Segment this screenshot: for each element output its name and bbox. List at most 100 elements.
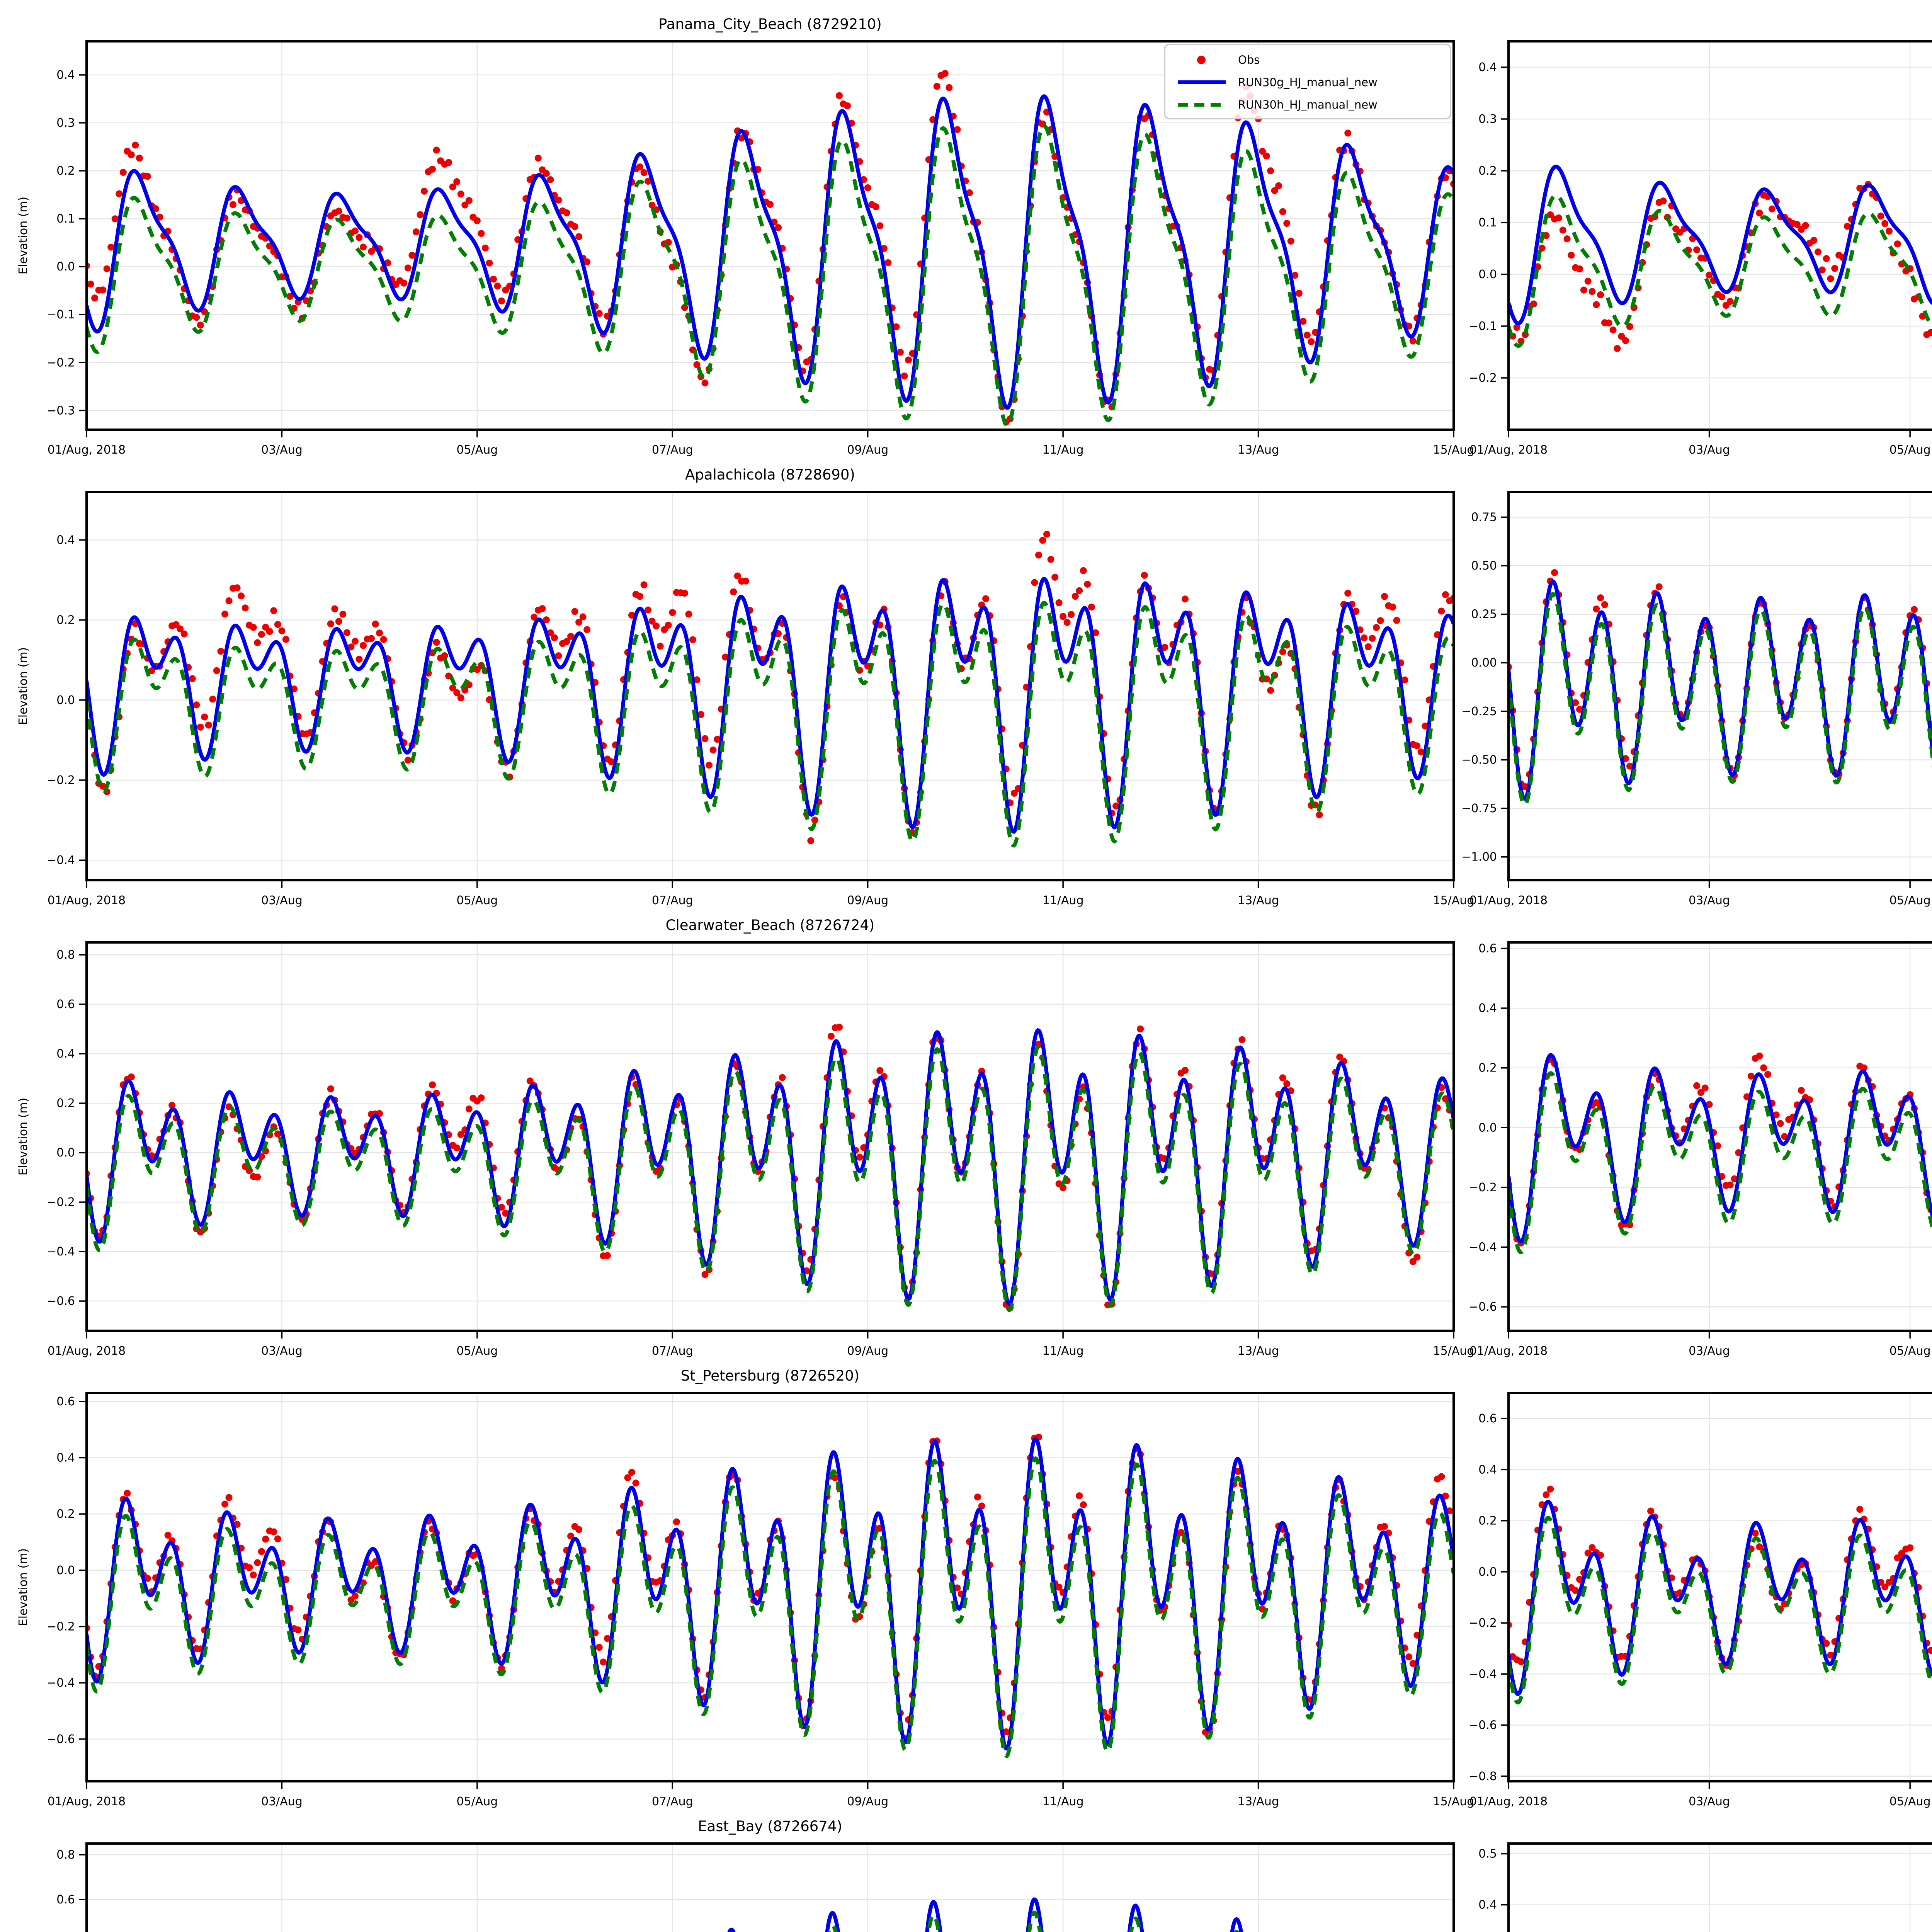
y-tick-label: −0.2 [1469,1181,1497,1194]
gridlines [86,41,1454,430]
x-tick-label: 03/Aug [1689,443,1730,457]
x-tick-label: 05/Aug [1889,894,1931,907]
y-tick-label: 0.50 [1471,559,1497,573]
y-tick-label: 0.4 [56,68,75,82]
y-axis-label: Elevation (m) [17,1548,30,1626]
y-tick-label: 0.2 [56,614,75,627]
y-tick-label: 0.4 [1478,1463,1497,1476]
legend-label: RUN30h_HJ_manual_new [1238,98,1378,111]
series-group [87,70,1454,427]
chart-title: St_Petersburg (8726520) [681,1367,859,1384]
x-tick-label: 11/Aug [1043,1344,1084,1358]
legend-label: RUN30g_HJ_manual_new [1238,76,1378,89]
y-tick-label: −0.4 [1469,1667,1497,1681]
run30g-line [1509,579,1932,801]
run30h-line [1509,1516,1932,1705]
x-tick-label: 01/Aug, 2018 [48,894,126,907]
y-axis-label: Elevation (m) [17,1098,30,1176]
y-tick-label: −0.2 [1469,371,1497,385]
run30h-line [87,600,1454,848]
y-tick-label: −0.50 [1461,753,1497,767]
x-tick-label: 01/Aug, 2018 [1469,894,1548,907]
series-group [87,1024,1454,1312]
y-tick-label: −0.2 [47,1196,75,1209]
y-tick-label: 0.75 [1471,510,1497,524]
x-tick-label: 15/Aug [1433,1344,1475,1358]
axes-spines [85,1392,1455,1782]
x-tick-label: 15/Aug [1433,1795,1475,1808]
x-tick-label: 07/Aug [652,1344,693,1358]
gridlines [1508,41,1932,430]
y-tick-label: 0.0 [1478,268,1497,281]
y-tick-label: 0.1 [1478,216,1497,230]
x-tick-label: 03/Aug [261,443,303,457]
y-tick-label: 0.3 [56,116,75,130]
y-tick-label: −0.6 [47,1733,75,1746]
y-tick-label: 0.2 [1478,1061,1497,1075]
y-tick-label: −0.2 [47,356,75,369]
axes-spines [1507,1392,1932,1782]
y-tick-label: −0.75 [1461,802,1497,815]
y-tick-label: −0.4 [47,854,75,867]
run30h-line [1509,1071,1932,1254]
axes-spines [1507,491,1932,881]
y-tick-label: 0.2 [56,164,75,178]
x-tick-label: 01/Aug, 2018 [1469,443,1548,457]
x-tick-label: 05/Aug [456,1795,498,1808]
axes-spines [85,40,1455,431]
series-group [1509,165,1932,352]
x-tick-label: 05/Aug [1889,1344,1931,1358]
subplot-Cedar_Key: 0.75 0.50 0.25 0.00 −0.25 −0.50 −0.75 −1.00 01/A… [1461,491,1932,907]
y-tick-label: −0.1 [47,308,75,321]
run30g-line [1509,1053,1932,1244]
axes-spines [1507,40,1932,431]
series-group [1509,569,1932,807]
y-axis-label: Elevation (m) [17,647,30,725]
subplot-Panama_City_Beach: 0.4 0.3 0.2 0.1 0.0 −0.1 −0.2 −0.3 01/Aug, 2018 0… [17,16,1474,457]
y-tick-label: −0.6 [47,1294,75,1308]
y-tick-label: 0.8 [56,948,75,962]
y-tick-label: −0.2 [1469,1616,1497,1630]
y-tick-label: −0.4 [47,1245,75,1259]
y-tick-label: 0.4 [56,1451,75,1465]
y-tick-label: −0.6 [1469,1719,1497,1732]
y-tick-label: 0.0 [56,1564,75,1577]
y-tick-label: 0.2 [1478,164,1497,178]
y-tick-label: 0.0 [1478,1565,1497,1579]
chart-title: Apalachicola (8728690) [685,466,855,483]
run30g-line [1509,1500,1932,1696]
axes-spines [1507,941,1932,1332]
x-tick-label: 05/Aug [1889,1795,1931,1808]
legend: Obs RUN30g_HJ_manual_new RUN30h_HJ_manual_… [1164,44,1451,119]
subplot-East_Bay: 0.80.60.40.20.0−0.2−0.4−0.6−0.801/Aug, 2… [56,1818,1455,1932]
y-tick-label: 0.6 [56,998,75,1011]
axes-spines [85,941,1455,1332]
y-tick-label: 0.2 [56,1097,75,1110]
run30h-line [87,1045,1454,1312]
x-tick-label: 03/Aug [261,1795,303,1808]
y-tick-label: 0.8 [56,1848,75,1862]
x-tick-label: 13/Aug [1238,1795,1279,1808]
x-tick-label: 03/Aug [1689,894,1730,907]
y-tick-label: −0.2 [47,774,75,787]
x-tick-label: 13/Aug [1238,894,1279,907]
x-tick-label: 07/Aug [652,894,693,907]
y-tick-label: 0.00 [1471,656,1497,670]
y-tick-label: −0.25 [1461,705,1497,718]
legend-label: Obs [1238,53,1260,66]
x-tick-label: 01/Aug, 2018 [1469,1344,1548,1358]
x-tick-label: 09/Aug [847,1795,888,1808]
run30h-line [1509,592,1932,807]
x-tick-label: 05/Aug [456,1344,498,1358]
x-tick-label: 11/Aug [1043,894,1084,907]
y-tick-label: 0.1 [56,212,75,226]
axes-spines [85,1842,1455,1932]
x-tick-label: 01/Aug, 2018 [48,1344,126,1358]
series-group [1509,1485,1932,1705]
x-tick-label: 13/Aug [1238,443,1279,457]
y-tick-label: 0.4 [1478,1002,1497,1015]
x-tick-label: 15/Aug [1433,894,1475,907]
y-tick-label: 0.6 [1478,1412,1497,1425]
